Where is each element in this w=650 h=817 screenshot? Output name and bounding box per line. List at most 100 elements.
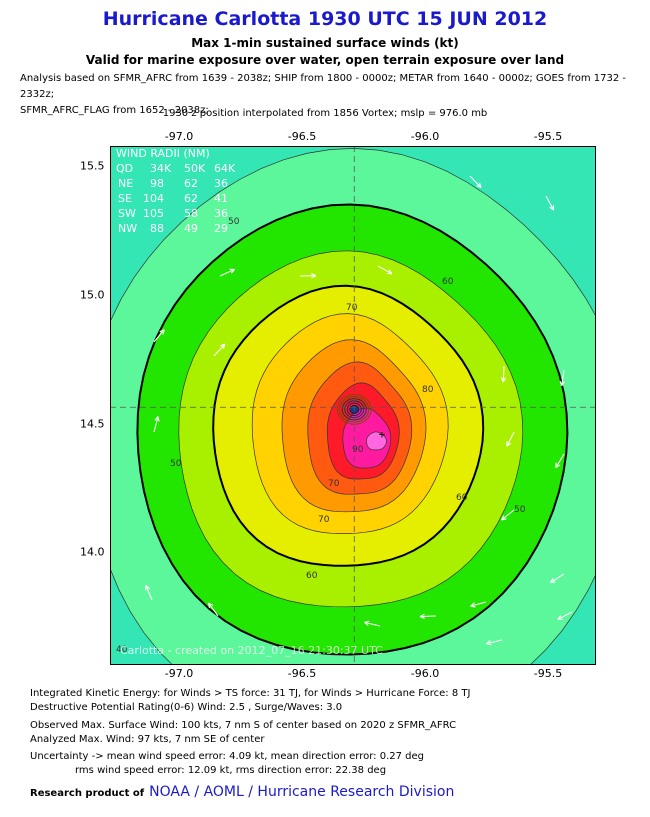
contour-line-1 (110, 148, 596, 665)
wind-radii-sw-64k: 36 (214, 207, 228, 220)
wind-radii-col-34k: 34K (150, 162, 172, 175)
wind-field-map: 50 60 70 80 90 70 60 50 40 50 60 70 WIND RADII (NM)… (110, 146, 596, 665)
contour-line-6 (281, 339, 427, 513)
band-130-plus (366, 431, 387, 450)
contour-line-10 (366, 431, 387, 451)
wind-arrow (501, 509, 515, 521)
contour-line-2 (136, 203, 569, 656)
wind-radii-table: WIND RADII (NM) QD 34K 50K 64K NE 98 62 … (116, 147, 236, 235)
wind-radii-se-34k: 104 (143, 192, 164, 205)
contour-line-8 (326, 382, 400, 480)
wind-radii-ne-64k: 36 (214, 177, 228, 190)
footer-prefix: Research product of (30, 788, 145, 799)
wind-radii-col-64k: 64K (214, 162, 236, 175)
wind-radii-col-50k: 50K (184, 162, 206, 175)
dpr-text: Destructive Potential Rating(0-6) Wind: … (30, 702, 343, 713)
contour-line-4 (212, 284, 485, 567)
wind-arrows (145, 175, 573, 646)
wind-radii-se-64k: 41 (214, 192, 228, 205)
wind-arrow (500, 365, 507, 383)
analysis-line-1: Analysis based on SFMR_AFRC from 1639 - … (20, 73, 627, 100)
wind-arrow (557, 611, 573, 620)
contour-label: 80 (422, 385, 434, 395)
wind-arrow (545, 195, 555, 211)
lon-tick-top-2: -96.5 (287, 130, 317, 143)
chart-subtitle: Max 1-min sustained surface winds (kt) (191, 36, 459, 50)
lat-tick-2: 15.0 (80, 288, 105, 302)
wind-arrow (470, 601, 487, 608)
observed-max-text: Observed Max. Surface Wind: 100 kts, 7 n… (30, 720, 457, 731)
wind-arrow (469, 175, 482, 189)
wind-radii-sw-label: SW (118, 207, 136, 220)
wind-arrow (153, 329, 165, 343)
lon-tick-top-4: -95.5 (533, 130, 563, 143)
contour-label: 70 (346, 303, 358, 313)
lon-tick-top-3: -96.0 (410, 130, 440, 143)
footer: Research product of NOAA / AOML / Hurric… (30, 781, 454, 800)
uncertainty-rms-text: rms wind speed error: 12.09 kt, rms dire… (75, 765, 387, 776)
lat-tick-4: 14.0 (80, 545, 105, 559)
map-watermark: Carlotta - created on 2012_07_16 21:30:3… (120, 644, 383, 657)
wind-arrow (364, 620, 381, 627)
chart-title: Hurricane Carlotta 1930 UTC 15 JUN 2012 (102, 8, 548, 30)
wind-radii-col-qd: QD (116, 162, 133, 175)
wind-radii-se-50k: 62 (184, 192, 198, 205)
contour-label: 50 (170, 459, 182, 469)
footer-org-link[interactable]: NOAA / AOML / Hurricane Research Divisio… (149, 784, 455, 800)
lat-tick-3: 14.5 (80, 417, 105, 431)
ike-text: Integrated Kinetic Energy: for Winds > T… (30, 688, 471, 699)
lon-tick-bottom-3: -96.0 (410, 667, 440, 680)
wind-arrow (213, 343, 226, 357)
map-frame (110, 146, 596, 665)
wind-radii-nw-label: NW (118, 222, 137, 235)
lon-tick-bottom-1: -97.0 (164, 667, 194, 680)
contour-line-7 (307, 361, 413, 495)
wind-arrow (208, 602, 219, 617)
contour-line-5 (251, 313, 449, 534)
contour-label: 60 (442, 277, 454, 287)
contour-label: 60 (306, 571, 318, 581)
contour-bands (110, 148, 596, 665)
contour-line-3 (178, 250, 524, 608)
contour-label: 50 (514, 505, 526, 515)
uncertainty-mean-text: Uncertainty -> mean wind speed error: 4.… (30, 751, 425, 762)
contour-lines (110, 148, 596, 665)
contour-label: 70 (328, 479, 340, 489)
wind-arrow (559, 369, 565, 387)
contour-label: 70 (318, 515, 330, 525)
wind-arrow (419, 613, 437, 620)
wind-radii-nw-34k: 88 (150, 222, 164, 235)
wind-arrow (377, 265, 393, 275)
wind-radii-sw-50k: 58 (184, 207, 198, 220)
wind-radii-ne-34k: 98 (150, 177, 164, 190)
wind-radii-title: WIND RADII (NM) (116, 147, 210, 160)
analyzed-max-text: Analyzed Max. Wind: 97 kts, 7 nm SE of c… (30, 734, 265, 745)
wind-radii-sw-34k: 105 (143, 207, 164, 220)
wind-arrow (506, 431, 515, 447)
lon-tick-bottom-4: -95.5 (533, 667, 563, 680)
eye-ring (346, 402, 362, 416)
contour-label: 60 (456, 493, 468, 503)
wind-arrow (219, 268, 236, 277)
lon-tick-bottom-2: -96.5 (287, 667, 317, 680)
wind-arrow (486, 639, 503, 646)
wind-radii-ne-50k: 62 (184, 177, 198, 190)
wind-radii-nw-50k: 49 (184, 222, 198, 235)
wind-radii-se-label: SE (118, 192, 132, 205)
wind-arrow (555, 453, 565, 469)
wind-radii-nw-64k: 29 (214, 222, 228, 235)
lon-tick-top-1: -97.0 (164, 130, 194, 143)
wind-radii-ne-label: NE (118, 177, 133, 190)
chart-exposure-note: Valid for marine exposure over water, op… (85, 53, 565, 67)
contour-label: 50 (228, 217, 240, 227)
wind-arrow (299, 273, 317, 279)
contour-label: 40 (116, 645, 128, 655)
position-note: 1930 z position interpolated from 1856 V… (162, 108, 488, 119)
contour-labels: 50 60 70 80 90 70 60 50 40 50 60 70 (116, 217, 526, 655)
lat-tick-1: 15.5 (80, 159, 105, 173)
eye-ring (336, 393, 372, 425)
analysis-line-2: SFMR_AFRC_FLAG from 1652 - 2038z; (20, 105, 209, 116)
eye-ring (349, 404, 360, 414)
wind-arrow (550, 573, 565, 584)
wind-arrow (153, 416, 160, 433)
